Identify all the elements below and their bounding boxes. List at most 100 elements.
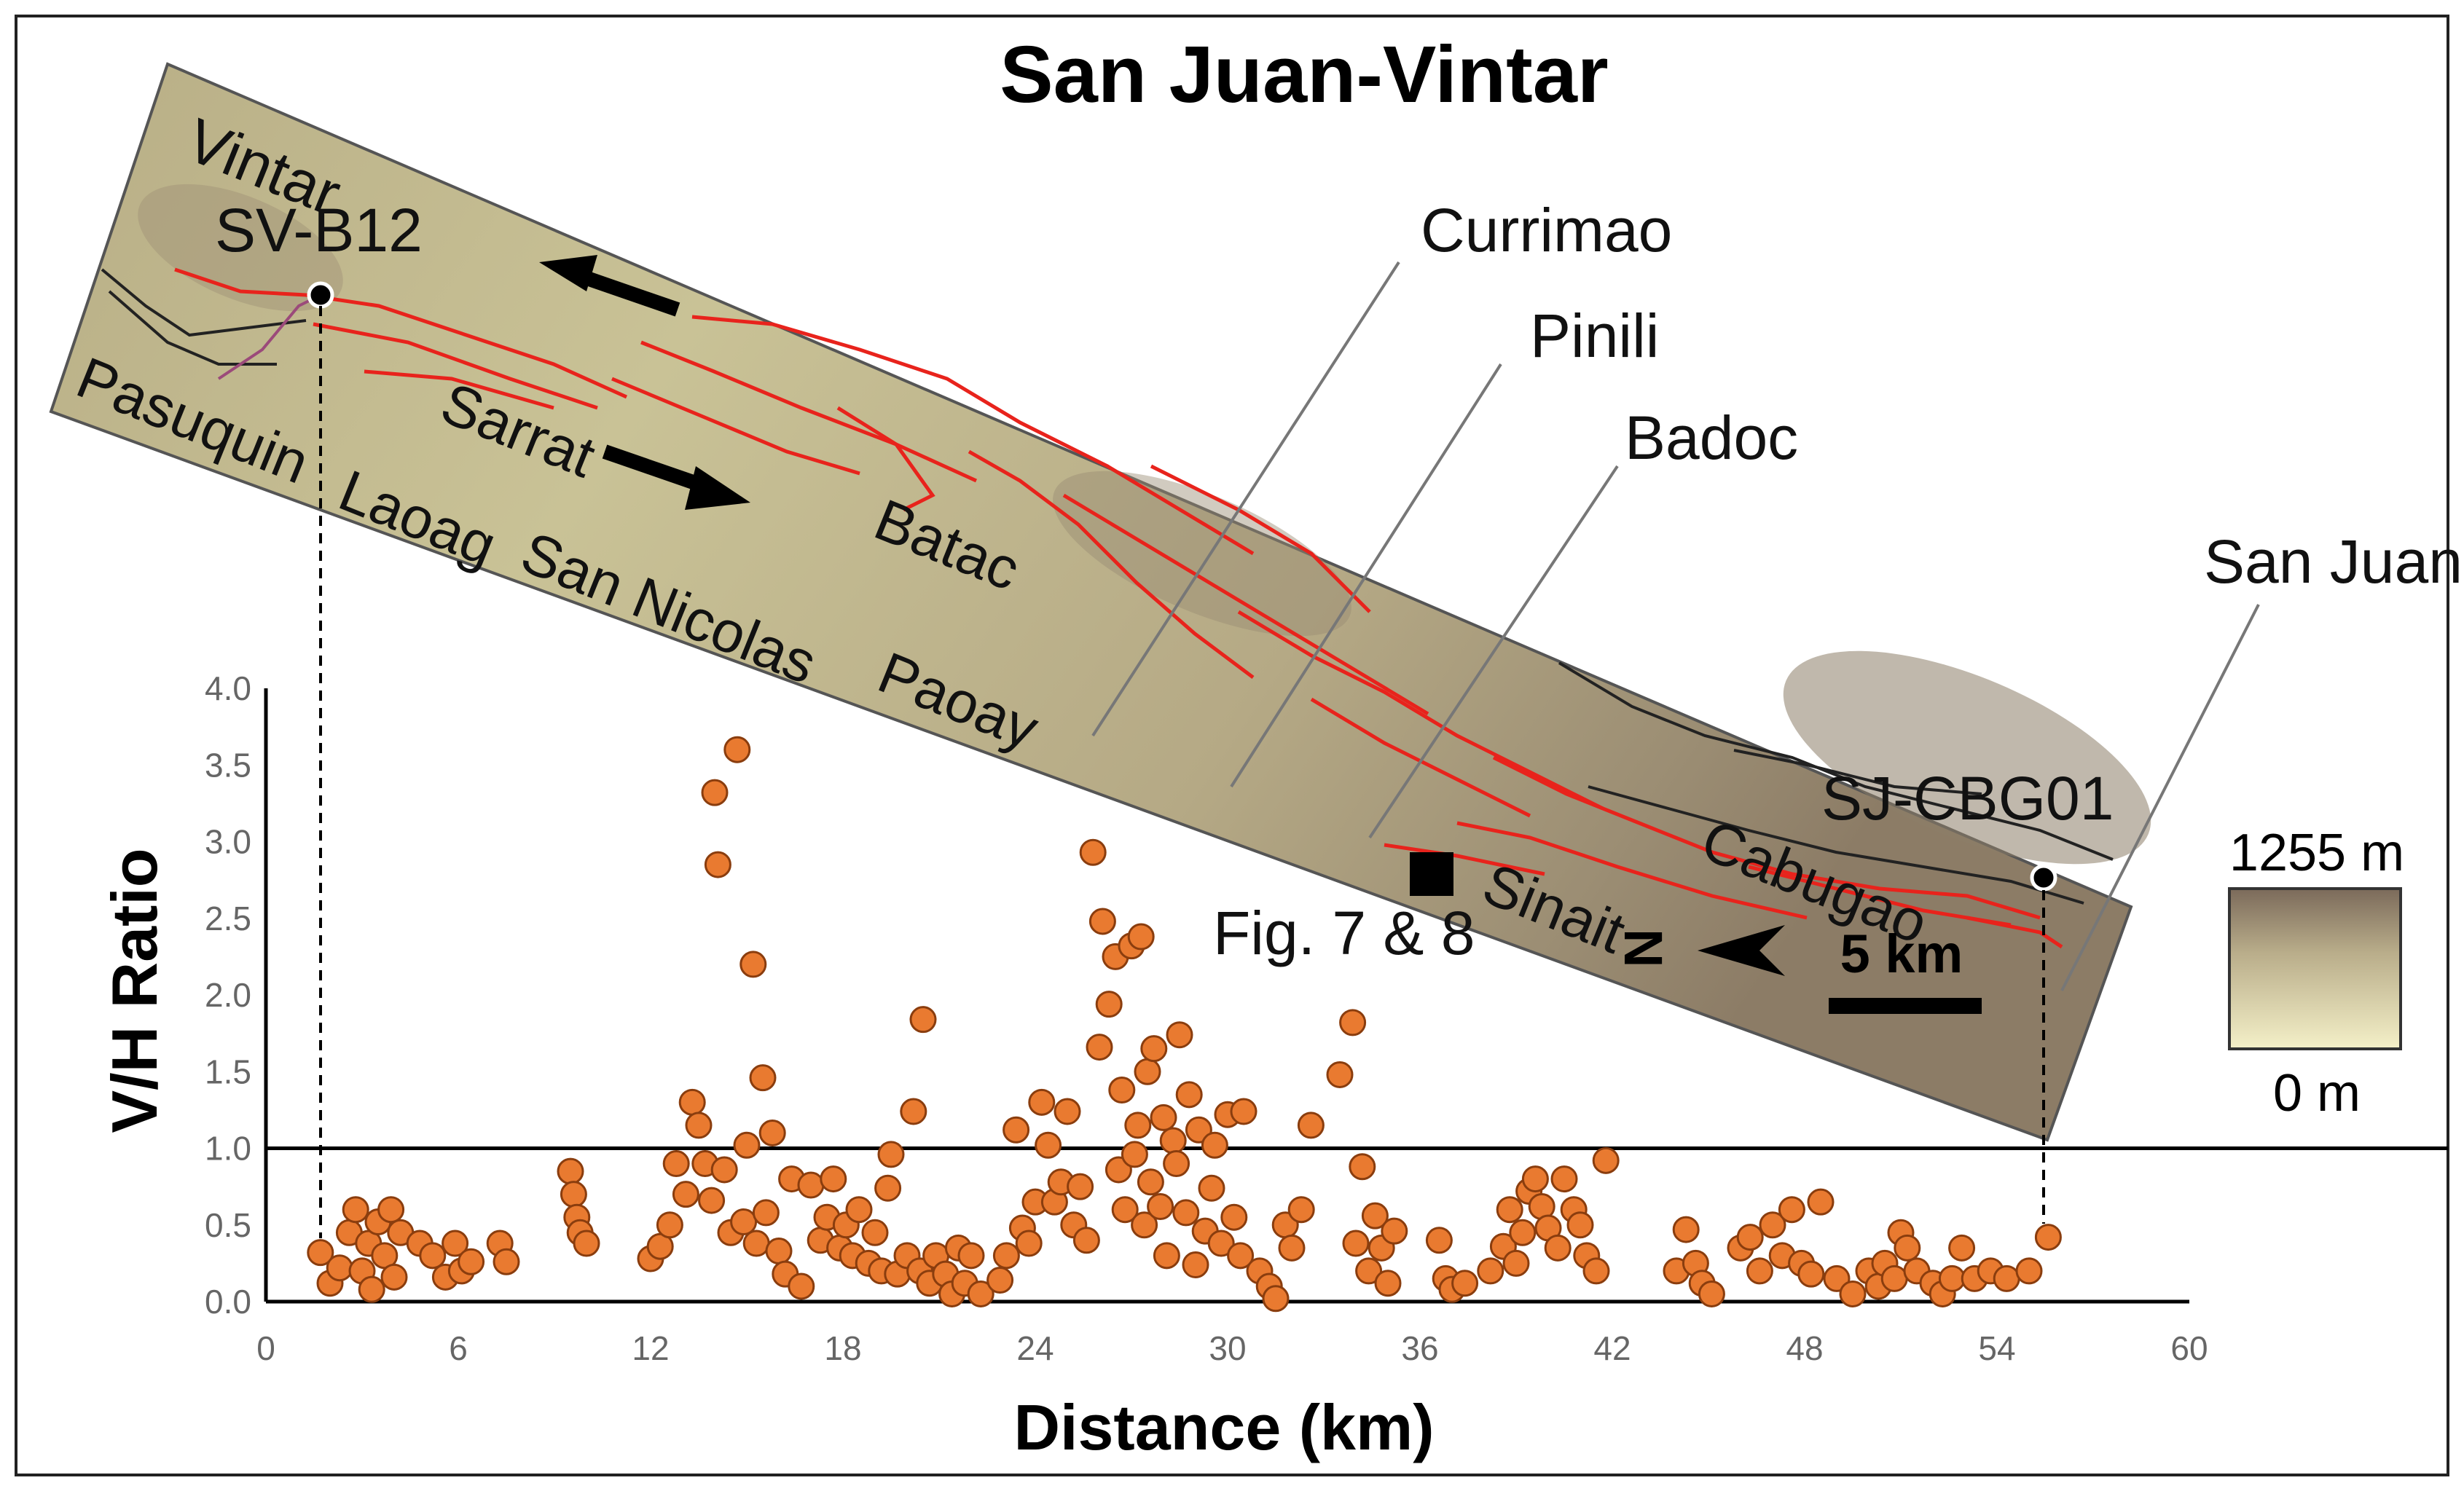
leader-lines (1091, 261, 2260, 991)
data-point (1095, 991, 1123, 1018)
label-badoc: Badoc (1625, 404, 1798, 472)
station-sj-cbg01 (2030, 864, 2057, 892)
secondary-traces (101, 268, 2114, 905)
data-point (1550, 1165, 1578, 1193)
data-point (758, 1119, 786, 1146)
data-point (1262, 1285, 1290, 1313)
data-point (1339, 1009, 1367, 1036)
north-arrow-icon: N (1613, 925, 1785, 976)
data-point (1111, 1196, 1139, 1224)
secondary-trace (1558, 661, 2114, 861)
data-point (342, 1196, 369, 1224)
y-tick-label: 0.5 (205, 1206, 251, 1244)
station-sv-b12 (307, 281, 334, 309)
y-tick-label: 0.0 (205, 1283, 251, 1321)
data-point (1736, 1224, 1764, 1251)
data-point (967, 1280, 994, 1307)
data-point (1079, 838, 1107, 866)
data-point (1072, 1227, 1100, 1254)
fault-trace (313, 322, 598, 410)
chart: 0.0 0.5 1.0 1.5 2.0 2.5 3.0 3.5 4.0 0 6 12 18 24 30 36… (98, 306, 2448, 1463)
data-point (749, 1064, 777, 1092)
data-point (900, 1098, 927, 1125)
data-point (1028, 1088, 1056, 1116)
data-point (1131, 1211, 1158, 1239)
data-point (560, 1181, 587, 1208)
data-point (493, 1248, 520, 1275)
data-point (1746, 1257, 1773, 1285)
data-point (1207, 1230, 1235, 1257)
data-point (656, 1211, 683, 1239)
data-point (765, 1238, 793, 1265)
data-point (1778, 1196, 1805, 1224)
data-point (820, 1165, 847, 1193)
data-point (1067, 1173, 1094, 1200)
data-point (1374, 1270, 1402, 1297)
data-point (1287, 1196, 1315, 1224)
fault-trace (1456, 821, 1808, 920)
data-point (1502, 1249, 1530, 1277)
elevation-max: 1255 m (2229, 824, 2404, 882)
fault-traces (174, 267, 2063, 949)
data-point (1140, 1035, 1168, 1063)
data-point (723, 736, 751, 763)
data-point (685, 1112, 713, 1139)
data-point (678, 1088, 706, 1116)
data-point (1672, 1216, 1700, 1243)
data-point (1698, 1280, 1725, 1307)
scale-bar-line (1829, 998, 1982, 1014)
y-tick-label: 3.0 (205, 823, 251, 861)
fault-trace (1150, 464, 1371, 613)
fault-trace (174, 267, 628, 399)
y-tick-label: 4.0 (205, 669, 251, 707)
data-point (419, 1242, 447, 1270)
data-point (2034, 1224, 2062, 1251)
data-point (1839, 1280, 1867, 1307)
slip-arrow-left (539, 255, 680, 317)
label-san-juan: San Juan (2204, 527, 2463, 596)
data-point (1342, 1230, 1370, 1257)
x-tick-label: 0 (256, 1329, 275, 1367)
data-point (326, 1254, 353, 1282)
data-point (877, 1141, 905, 1168)
y-tick-labels: 0.0 0.5 1.0 1.5 2.0 2.5 3.0 3.5 4.0 (205, 669, 251, 1321)
data-point (1227, 1242, 1255, 1270)
data-point (698, 1187, 726, 1214)
data-point (957, 1242, 985, 1270)
data-point (1035, 1131, 1062, 1159)
data-point (1163, 1150, 1190, 1178)
data-point (1477, 1257, 1504, 1285)
data-point (1297, 1112, 1325, 1139)
data-point (1566, 1211, 1594, 1239)
data-point (1807, 1188, 1835, 1216)
data-point (1797, 1260, 1825, 1288)
fault-trace (1384, 843, 1545, 876)
upland-patch (1053, 471, 1351, 637)
data-point (710, 1156, 738, 1184)
y-tick-label: 2.5 (205, 900, 251, 937)
data-point (1086, 1034, 1113, 1061)
fault-trace (1062, 493, 1429, 716)
data-point (1948, 1234, 1976, 1262)
data-point (797, 1171, 825, 1199)
scale-label: 5 km (1840, 924, 1963, 984)
data-point (1124, 1112, 1152, 1139)
y-axis-title: V/H Ratio (98, 848, 170, 1133)
data-point (1201, 1131, 1228, 1159)
fault-trace (1966, 916, 2063, 949)
x-tick-label: 36 (1401, 1329, 1438, 1367)
data-point (1166, 1021, 1193, 1049)
data-point (458, 1248, 485, 1275)
data-point (1894, 1234, 1921, 1262)
secondary-trace (217, 297, 314, 380)
fault-trace (836, 406, 935, 512)
elevation-bar (2228, 887, 2402, 1050)
data-point (752, 1199, 780, 1227)
data-point (1521, 1165, 1549, 1193)
data-point (1361, 1202, 1389, 1230)
data-point (1172, 1199, 1200, 1227)
fault-trace (1237, 610, 1604, 811)
terrain-map: Vintar SV-B12 Currimao Pinili Badoc San … (49, 62, 2463, 1142)
x-tick-label: 60 (2170, 1329, 2208, 1367)
